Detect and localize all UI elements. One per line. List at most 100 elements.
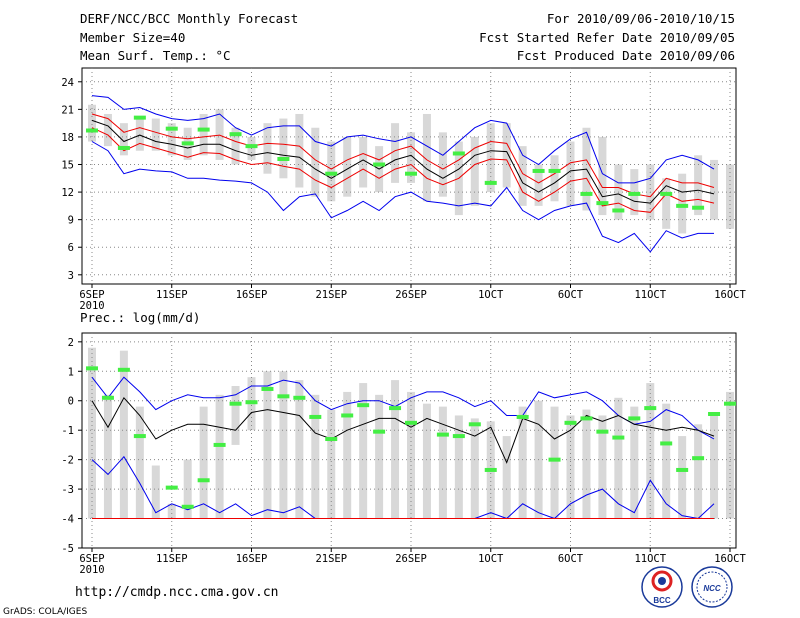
spread-bar <box>119 123 128 156</box>
series-line-mean <box>91 119 715 204</box>
ncc-logo-text: NCC <box>703 584 721 593</box>
obs-marker <box>165 126 178 131</box>
header-right-line-2: Fcst Started Refer Date 2010/09/05 <box>479 30 735 45</box>
obs-marker <box>341 413 354 418</box>
obs-marker <box>580 191 593 196</box>
obs-marker <box>133 115 146 120</box>
spread-bar <box>279 118 288 179</box>
y-tick-label: -1 <box>61 425 74 437</box>
spread-bar <box>630 406 639 519</box>
grads-credit: GrADS: COLA/IGES <box>3 607 87 617</box>
spread-bar <box>422 113 431 202</box>
spread-bar <box>470 136 479 206</box>
x-year-label: 2010 <box>79 564 104 576</box>
obs-marker <box>245 144 258 149</box>
spread-bar <box>678 173 687 234</box>
obs-marker <box>261 386 274 391</box>
spread-bar <box>486 123 495 193</box>
obs-marker <box>309 414 322 419</box>
obs-marker <box>484 180 497 185</box>
obs-marker <box>660 191 673 196</box>
header-right-line-3: Fcst Produced Date 2010/09/06 <box>517 48 735 63</box>
bcc-logo-text: BCC <box>653 596 671 605</box>
spread-bar <box>183 459 192 519</box>
spread-bar <box>662 403 671 519</box>
obs-marker <box>357 403 370 408</box>
spread-bar <box>694 424 703 519</box>
spread-bar <box>119 350 128 519</box>
obs-marker <box>213 442 226 447</box>
spread-bar <box>231 386 240 445</box>
x-tick-label: 16SEP <box>236 553 268 565</box>
spread-bar <box>263 123 272 174</box>
spread-bar <box>470 418 479 519</box>
spread-bar <box>566 415 575 519</box>
spread-bar <box>454 415 463 519</box>
spread-bar <box>391 380 400 519</box>
series-line-upper-outer <box>91 95 715 184</box>
obs-marker <box>86 128 98 133</box>
spread-bar <box>311 394 320 519</box>
obs-marker <box>229 132 242 137</box>
y-tick-label: -2 <box>61 455 74 467</box>
x-tick-label: 1OCT <box>478 289 504 301</box>
obs-marker <box>389 406 402 411</box>
spread-bar <box>167 123 176 156</box>
obs-marker <box>676 203 689 208</box>
series-line-mean <box>91 396 715 464</box>
y-tick-label: -5 <box>61 543 74 555</box>
series-line-upper-inner <box>91 113 715 198</box>
obs-marker <box>580 416 593 421</box>
obs-marker <box>660 441 673 446</box>
spread-bar <box>662 178 671 229</box>
obs-marker <box>101 395 114 400</box>
header-right-line-1: For 2010/09/06-2010/10/15 <box>547 11 735 26</box>
spread-bar <box>678 436 687 519</box>
obs-marker <box>644 406 657 411</box>
spread-bar <box>566 141 575 206</box>
obs-marker <box>692 456 705 461</box>
obs-marker <box>117 367 130 372</box>
x-tick-label: 11SEP <box>156 553 188 565</box>
spread-bar <box>375 394 384 519</box>
spread-bar <box>279 371 288 519</box>
x-tick-label: 26SEP <box>395 289 427 301</box>
obs-marker <box>612 208 625 213</box>
obs-marker <box>405 420 417 425</box>
spread-bar <box>422 403 431 519</box>
y-tick-label: 21 <box>61 104 74 116</box>
spread-bar <box>598 136 607 216</box>
obs-marker <box>197 127 210 132</box>
obs-marker <box>596 429 609 434</box>
spread-bar <box>710 159 719 220</box>
obs-marker <box>373 429 386 434</box>
y-tick-label: -4 <box>61 514 74 526</box>
obs-marker <box>277 156 290 161</box>
obs-marker <box>548 168 561 173</box>
spread-bar <box>502 123 511 188</box>
obs-marker <box>325 437 338 442</box>
precip-panel-title: Prec.: log(mm/d) <box>80 310 200 325</box>
series-line-lower-inner <box>91 127 715 213</box>
x-tick-label: 21SEP <box>315 289 347 301</box>
bcc-logo: BCC <box>641 566 683 608</box>
spread-bar <box>199 406 208 519</box>
spread-bar <box>407 132 415 183</box>
spread-bar <box>327 409 336 519</box>
obs-marker <box>628 416 641 421</box>
spread-bar <box>151 118 160 151</box>
obs-marker <box>452 434 465 439</box>
ncc-logo: NCC <box>691 566 733 608</box>
x-tick-label: 11OCT <box>634 553 666 565</box>
spread-bar <box>710 415 719 519</box>
spread-bar <box>311 127 320 197</box>
spread-bar <box>151 465 160 519</box>
y-tick-label: 1 <box>68 366 74 378</box>
spread-bar <box>231 127 240 165</box>
spread-bar <box>518 146 527 206</box>
header-left-line-2: Member Size=40 <box>80 30 185 45</box>
y-tick-label: 2 <box>68 337 74 349</box>
obs-marker <box>277 394 290 399</box>
